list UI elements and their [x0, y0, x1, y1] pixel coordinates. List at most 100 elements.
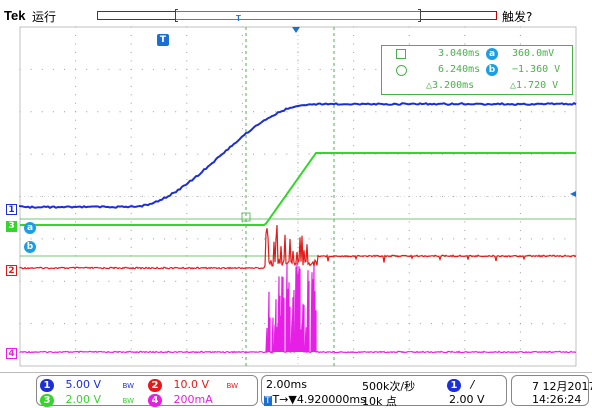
ch1-ground-marker[interactable]: 1	[6, 204, 17, 215]
grid-dot	[430, 153, 432, 155]
grid-dot	[130, 204, 132, 206]
grid-dot	[297, 60, 299, 62]
grid-dot	[130, 43, 132, 45]
grid-dot	[75, 340, 77, 342]
grid-dot	[130, 196, 132, 197]
grid-dot	[219, 238, 221, 240]
grid-dot	[75, 221, 77, 223]
grid-dot	[464, 297, 466, 299]
grid-dot	[130, 94, 132, 96]
grid-dot	[430, 238, 432, 240]
grid-dot	[130, 297, 132, 299]
grid-dot	[353, 306, 355, 308]
grid-dot	[353, 94, 355, 96]
grid-dot	[75, 68, 77, 70]
grid-dot	[497, 238, 499, 240]
ch2-readout[interactable]: 2 10.0 V BW	[148, 378, 238, 392]
grid-dot	[75, 119, 77, 121]
grid-dot	[86, 111, 88, 113]
grid-dot	[241, 348, 243, 350]
grid-dot	[230, 238, 232, 240]
grid-dot	[186, 196, 188, 197]
grid-dot	[208, 196, 210, 197]
grid-dot	[264, 323, 266, 325]
grid-dot	[519, 204, 521, 206]
grid-dot	[419, 238, 421, 240]
record-view-window[interactable]	[175, 11, 421, 20]
grid-dot	[397, 153, 399, 155]
grid-dot	[308, 238, 310, 240]
grid-dot	[52, 196, 54, 197]
ch4-scale: 200mA	[173, 393, 213, 406]
grid-dot	[519, 111, 521, 113]
grid-dot	[75, 229, 77, 231]
grid-dot	[408, 323, 410, 325]
ch2-ground-marker[interactable]: 2	[6, 265, 17, 276]
horizontal-settings-box[interactable]	[261, 375, 507, 406]
grid-dot	[308, 153, 310, 155]
grid-dot	[241, 119, 243, 121]
grid-dot	[186, 77, 188, 79]
ch3-readout[interactable]: 3 2.00 V BW	[40, 393, 134, 407]
grid-dot	[75, 187, 77, 189]
grid-dot	[119, 280, 121, 282]
grid-dot	[119, 323, 121, 325]
grid-dot	[408, 187, 410, 189]
ch1-readout[interactable]: 1 5.00 V BW	[40, 378, 134, 392]
grid-dot	[41, 280, 43, 282]
grid-dot	[186, 162, 188, 164]
grid-dot	[519, 128, 521, 130]
trigger-time-marker[interactable]	[292, 27, 300, 33]
grid-dot	[175, 238, 177, 240]
record-window-right-bracket	[418, 9, 421, 22]
cursor-b-value: −1.360 V	[512, 64, 561, 75]
grid-dot	[186, 43, 188, 45]
grid-dot	[75, 196, 77, 197]
grid-dot	[408, 111, 410, 113]
grid-dot	[430, 196, 432, 197]
grid-dot	[197, 111, 199, 113]
grid-dot	[119, 153, 121, 155]
grid-dot	[408, 238, 410, 240]
trigger-source-badge: 1	[447, 379, 461, 392]
grid-dot	[430, 280, 432, 282]
cursor-b-badge: b	[486, 64, 498, 76]
grid-dot	[519, 229, 521, 231]
grid-dot	[486, 323, 488, 325]
channel-settings-box[interactable]	[36, 375, 258, 406]
grid-dot	[408, 196, 410, 197]
ch3-ground-marker[interactable]: 3	[6, 221, 17, 232]
grid-dot	[241, 145, 243, 147]
grid-dot	[108, 238, 110, 240]
trigger-position-icon[interactable]: T	[157, 34, 169, 46]
grid-dot	[75, 102, 77, 104]
trigger-offset: T T→▼4.920000ms	[264, 393, 366, 406]
sample-rate: 500k次/秒	[362, 380, 416, 393]
grid-dot	[353, 111, 355, 113]
ch4-readout[interactable]: 4 200mA	[148, 393, 213, 407]
grid-dot	[408, 204, 410, 206]
cursor-a-level-icon[interactable]: a	[24, 222, 36, 234]
grid-dot	[41, 323, 43, 325]
grid-dot	[208, 68, 210, 70]
grid-dot	[130, 221, 132, 223]
grid-dot	[464, 153, 466, 155]
grid-dot	[186, 119, 188, 121]
grid-dot	[353, 68, 355, 70]
bottom-status-bar: 1 5.00 V BW 2 10.0 V BW 3 2.00 V BW 4 20…	[0, 372, 592, 408]
grid-dot	[97, 111, 99, 113]
grid-dot	[353, 331, 355, 333]
grid-dot	[119, 238, 121, 240]
grid-dot	[353, 187, 355, 189]
grid-dot	[408, 229, 410, 231]
trigger-level-arrow[interactable]	[570, 191, 576, 197]
ch4-ground-marker[interactable]: 4	[6, 348, 17, 359]
ch2-scale: 10.0 V	[173, 378, 210, 391]
grid-dot	[275, 68, 277, 70]
grid-dot	[497, 111, 499, 113]
cursor-b-level-icon[interactable]: b	[24, 241, 36, 253]
grid-dot	[241, 289, 243, 291]
trigger-source[interactable]: 1 /	[447, 378, 474, 392]
grid-dot	[108, 323, 110, 325]
grid-dot	[186, 272, 188, 274]
